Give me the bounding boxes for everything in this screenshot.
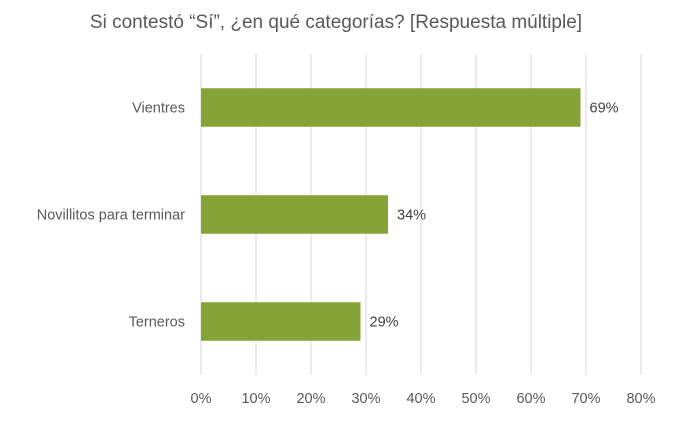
category-label: Novillitos para terminar	[37, 208, 185, 224]
data-label: 69%	[590, 101, 619, 117]
x-axis-ticks: 0% 10% 20% 30% 40% 50% 60% 70% 80%	[191, 391, 656, 407]
bar	[201, 302, 361, 341]
data-label: 29%	[370, 315, 399, 331]
category-label: Terneros	[129, 315, 185, 331]
bar	[201, 88, 581, 127]
chart-title: Si contestó “Sí”, ¿en qué categorías? [R…	[90, 12, 582, 33]
data-label: 34%	[397, 208, 426, 224]
data-labels: 69% 34% 29%	[370, 101, 619, 331]
x-tick-label: 10%	[241, 391, 270, 407]
x-tick-label: 50%	[461, 391, 490, 407]
bars	[201, 88, 581, 341]
x-tick-label: 80%	[626, 391, 655, 407]
x-tick-label: 30%	[351, 391, 380, 407]
category-label: Vientres	[132, 101, 185, 117]
x-tick-label: 40%	[406, 391, 435, 407]
x-tick-label: 60%	[516, 391, 545, 407]
x-tick-label: 70%	[571, 391, 600, 407]
category-labels: Vientres Novillitos para terminar Terneros	[37, 101, 185, 331]
x-tick-label: 20%	[296, 391, 325, 407]
bar	[201, 195, 388, 234]
x-tick-label: 0%	[191, 391, 212, 407]
